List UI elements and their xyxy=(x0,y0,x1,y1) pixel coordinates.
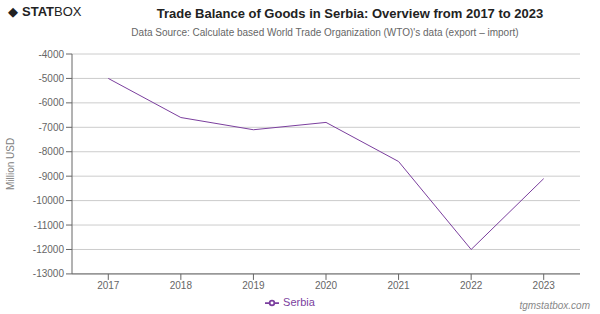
svg-text:-12000: -12000 xyxy=(33,244,65,255)
svg-text:Million USD: Million USD xyxy=(5,138,16,190)
svg-text:-11000: -11000 xyxy=(34,220,65,231)
html-text:Trade Balance of Goods in Serb: Trade Balance of Goods in Serbia: Overvi… xyxy=(156,6,544,21)
svg-text:-7000: -7000 xyxy=(38,122,64,133)
svg-text:2020: 2020 xyxy=(315,280,338,291)
svg-text:2023: 2023 xyxy=(533,280,556,291)
svg-text:2017: 2017 xyxy=(97,280,120,291)
svg-text:-13000: -13000 xyxy=(33,268,65,279)
svg-text:2021: 2021 xyxy=(387,280,410,291)
svg-text:-10000: -10000 xyxy=(33,195,65,206)
svg-text:-4000: -4000 xyxy=(38,49,64,60)
html-text:Serbia: Serbia xyxy=(283,295,315,308)
html-text:◆ STAT BOX: ◆ STAT BOX xyxy=(8,4,82,19)
html-text:Data Source: Calculate based W: Data Source: Calculate based World Trade… xyxy=(131,27,519,38)
svg-text:-8000: -8000 xyxy=(38,146,64,157)
svg-text:-9000: -9000 xyxy=(38,171,64,182)
svg-text:-5000: -5000 xyxy=(38,73,64,84)
svg-text:2018: 2018 xyxy=(170,280,193,291)
svg-text:2019: 2019 xyxy=(242,280,265,291)
html-text:tgmstatbox.com: tgmstatbox.com xyxy=(519,300,590,311)
svg-text:2022: 2022 xyxy=(460,280,483,291)
svg-text:-6000: -6000 xyxy=(38,97,64,108)
